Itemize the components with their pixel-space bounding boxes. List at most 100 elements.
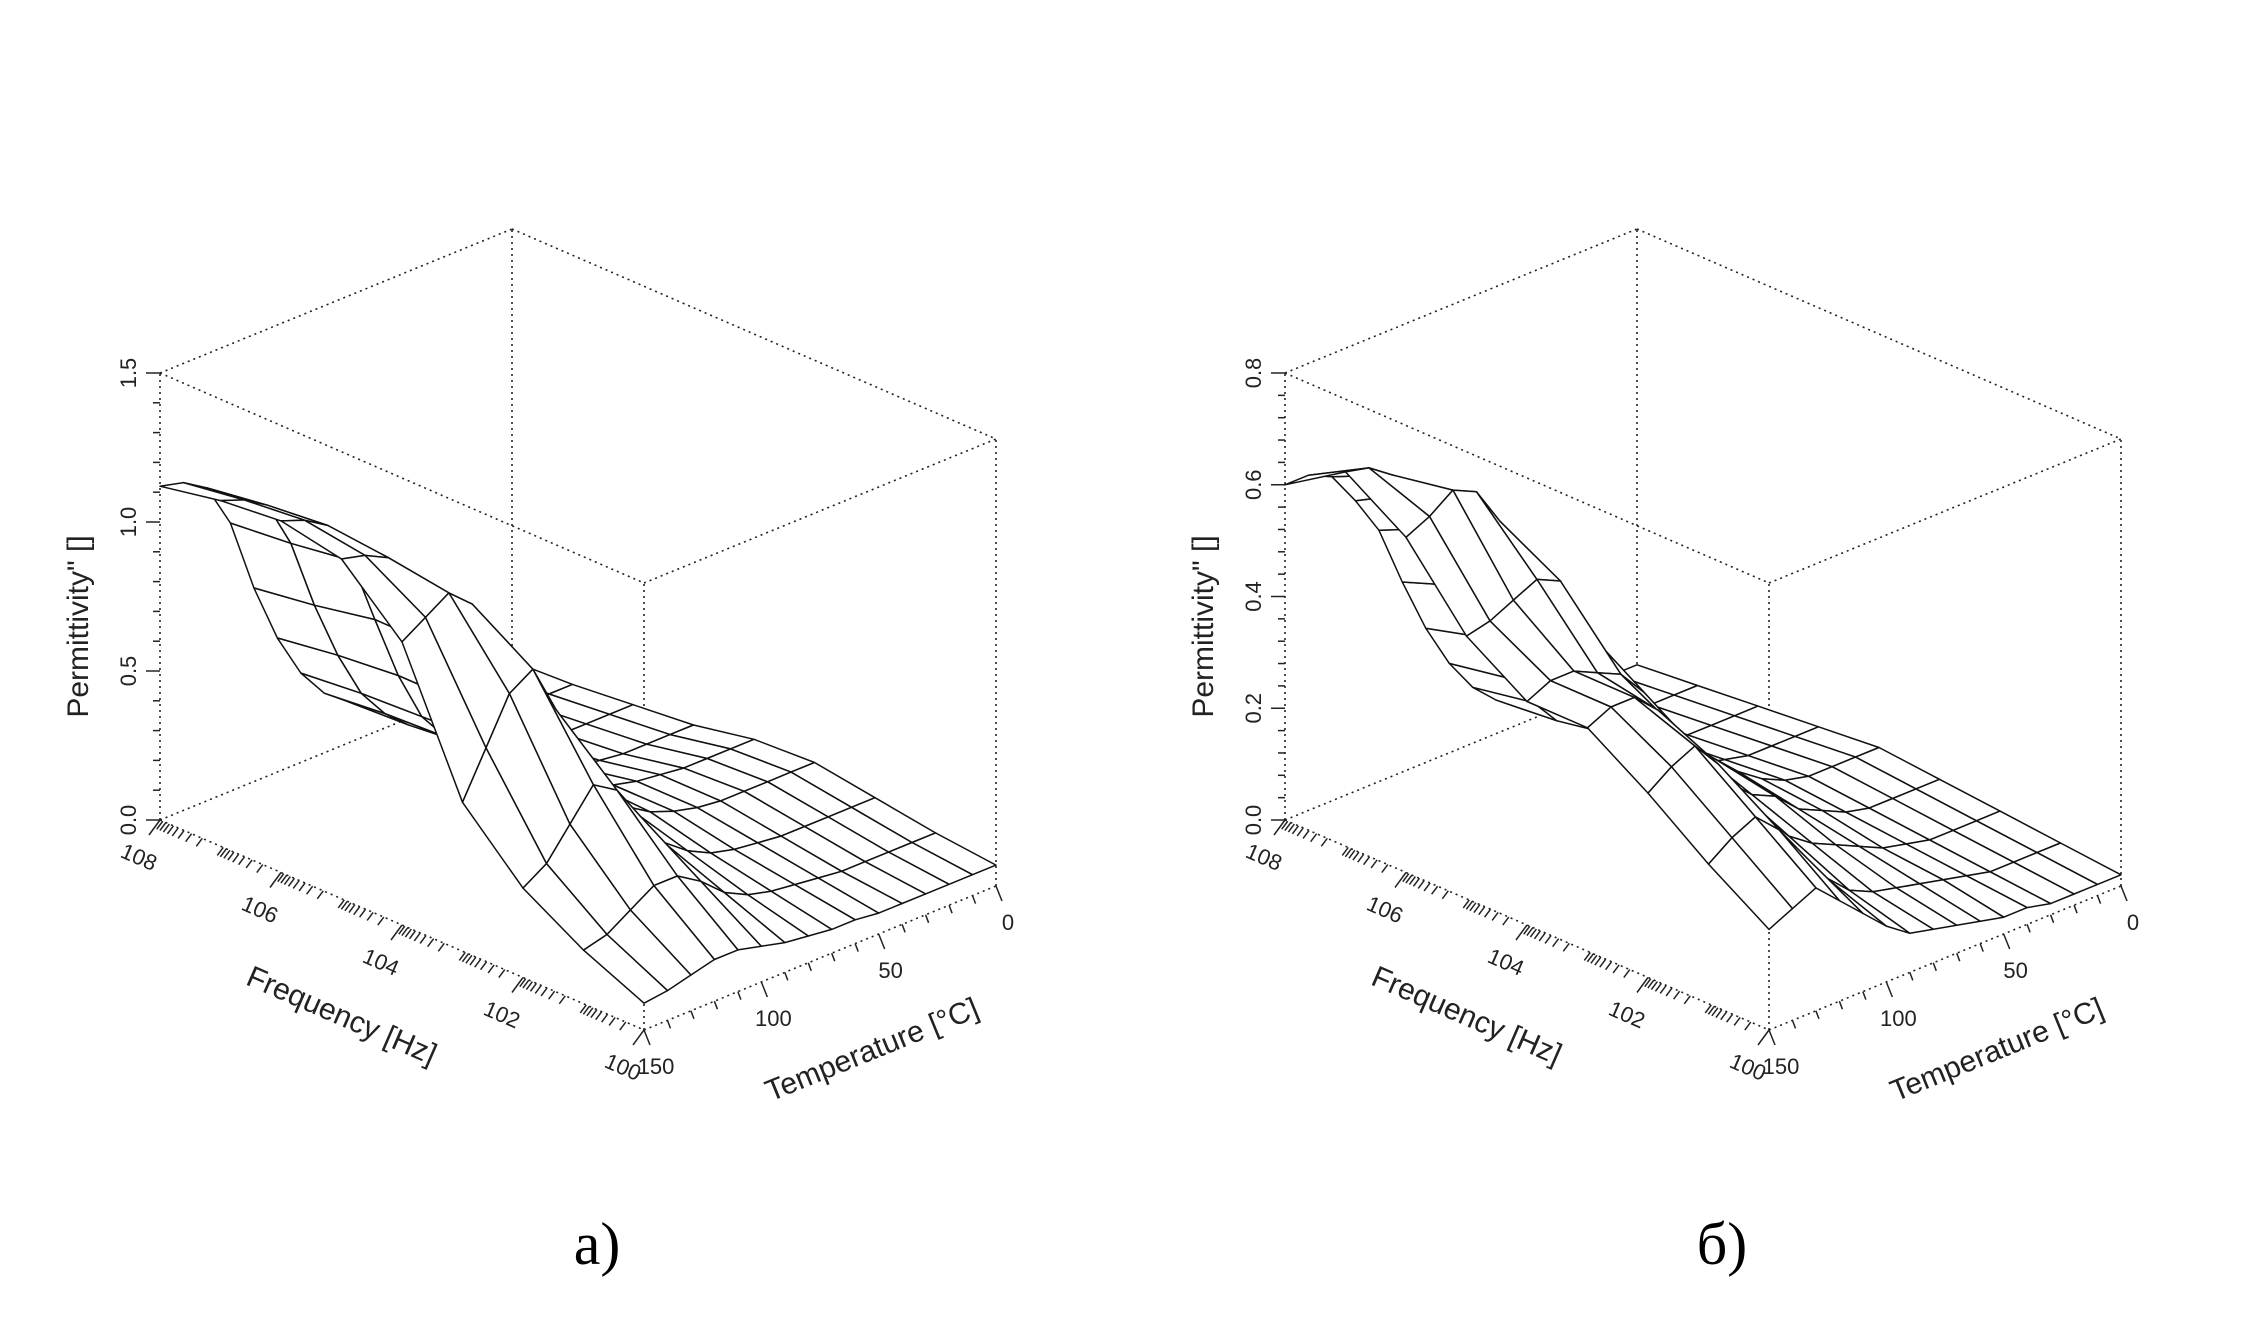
temperature-tick <box>643 1029 651 1046</box>
frequency-minor-tick <box>245 859 253 869</box>
frequency-minor-tick <box>1423 882 1431 892</box>
temperature-tick-label: 100 <box>1880 1006 1917 1031</box>
frequency-minor-tick <box>1583 952 1591 961</box>
z-tick-label: 0.8 <box>1241 358 1266 389</box>
temperature-tick-label: 100 <box>755 1006 792 1031</box>
temperature-minor-tick <box>713 1000 719 1010</box>
frequency-tick-label: 106 <box>238 891 282 929</box>
frequency-minor-tick <box>1310 833 1318 843</box>
frequency-minor-tick <box>408 930 417 940</box>
temperature-minor-tick <box>901 924 906 933</box>
frequency-minor-tick <box>219 848 227 858</box>
temperature-minor-tick <box>1979 943 1984 952</box>
frequency-minor-tick <box>377 916 385 926</box>
frequency-minor-tick <box>1707 1005 1715 1015</box>
temperature-minor-tick <box>690 1010 695 1020</box>
frequency-tick-label: 108 <box>117 838 161 876</box>
frequency-minor-tick <box>1599 958 1607 968</box>
temperature-tick-label: 0 <box>1002 910 1014 935</box>
frequency-minor-tick <box>1526 927 1534 936</box>
frequency-minor-tick <box>469 956 477 966</box>
frequency-minor-tick <box>1744 1021 1752 1031</box>
frequency-minor-tick <box>1465 900 1473 910</box>
frequency-tick <box>148 819 161 836</box>
frequency-minor-tick <box>1417 879 1425 889</box>
frequency-minor-tick <box>540 987 548 997</box>
frequency-minor-tick <box>1533 930 1542 940</box>
surface-cell <box>1707 836 1794 931</box>
frequency-minor-tick <box>1720 1011 1728 1021</box>
frequency-minor-tick <box>1344 848 1352 858</box>
frequency-minor-tick <box>223 849 231 859</box>
frequency-minor-tick <box>185 833 193 843</box>
frequency-minor-tick <box>1483 908 1492 918</box>
frequency-minor-tick <box>358 908 367 918</box>
frequency-minor-tick <box>579 1004 587 1014</box>
frequency-minor-tick <box>586 1007 594 1017</box>
z-axis-label: Permittivity" [] <box>62 535 95 717</box>
frequency-minor-tick <box>1644 978 1652 988</box>
frequency-minor-tick <box>298 882 306 892</box>
frequency-tick <box>1515 924 1528 941</box>
surface-cell <box>159 481 245 502</box>
frequency-minor-tick <box>1491 912 1499 921</box>
frequency-minor-tick <box>590 1009 598 1019</box>
frequency-minor-tick <box>1281 820 1289 830</box>
z-axis: 0.0 0.5 1.0 1.5 Permittivity" [] <box>62 358 160 835</box>
temperature-minor-tick <box>2026 924 2031 933</box>
frequency-minor-tick <box>465 954 473 964</box>
frequency-tick-label: 104 <box>359 943 403 981</box>
frequency-minor-tick <box>162 823 170 833</box>
frequency-minor-tick <box>1469 902 1477 912</box>
frequency-minor-tick <box>437 942 445 952</box>
frequency-minor-tick <box>519 978 527 988</box>
frequency-minor-tick <box>1683 995 1691 1005</box>
frequency-minor-tick <box>1284 822 1292 831</box>
frequency-minor-tick <box>159 822 167 831</box>
chart-panel-b: 0.0 0.2 0.4 0.6 0.8 Permittivity" [] 108 106 104… <box>1125 0 2251 1320</box>
temperature-minor-tick <box>1909 972 1914 981</box>
frequency-minor-tick <box>292 879 300 889</box>
frequency-minor-tick <box>277 873 285 883</box>
temperature-axis-label: Temperature [°C] <box>761 992 984 1108</box>
frequency-minor-tick <box>1441 890 1449 900</box>
frequency-minor-tick <box>1296 827 1304 837</box>
z-tick-label: 0.6 <box>1241 469 1266 500</box>
frequency-minor-tick <box>525 981 533 991</box>
frequency-minor-tick <box>1647 979 1655 989</box>
frequency-minor-tick <box>344 902 352 912</box>
caption-b: б) <box>1696 1211 1748 1277</box>
frequency-minor-tick <box>1704 1004 1712 1014</box>
frequency-minor-tick <box>1586 953 1594 963</box>
temperature-tick-label: 150 <box>638 1054 675 1079</box>
temperature-minor-tick <box>971 895 977 904</box>
frequency-minor-tick <box>1538 932 1546 942</box>
frequency-minor-tick <box>1715 1009 1723 1019</box>
frequency-minor-tick <box>1502 916 1510 926</box>
frequency-minor-tick <box>487 964 495 974</box>
caption-a: а) <box>573 1211 621 1277</box>
frequency-minor-tick <box>582 1005 590 1015</box>
frequency-minor-tick <box>1381 864 1389 874</box>
frequency-tick <box>1636 977 1649 993</box>
frequency-minor-tick <box>280 874 288 884</box>
frequency-minor-tick <box>1362 856 1371 866</box>
frequency-minor-tick <box>340 900 348 910</box>
frequency-minor-tick <box>166 825 175 835</box>
frequency-minor-tick <box>619 1021 627 1031</box>
temperature-minor-tick <box>1932 962 1937 972</box>
temperature-tick <box>2002 933 2011 950</box>
frequency-minor-tick <box>522 979 530 989</box>
frequency-minor-tick <box>1402 873 1410 883</box>
frequency-minor-tick <box>287 877 296 887</box>
frequency-minor-tick <box>232 853 240 863</box>
frequency-minor-tick <box>458 952 466 961</box>
frequency-tick-label: 104 <box>1484 943 1528 981</box>
frequency-minor-tick <box>306 885 314 895</box>
frequency-minor-tick <box>1291 825 1300 835</box>
temperature-tick <box>995 885 1003 902</box>
frequency-minor-tick <box>353 906 361 916</box>
temperature-tick-label: 50 <box>878 958 902 983</box>
frequency-minor-tick <box>461 953 469 963</box>
frequency-minor-tick <box>171 827 179 837</box>
